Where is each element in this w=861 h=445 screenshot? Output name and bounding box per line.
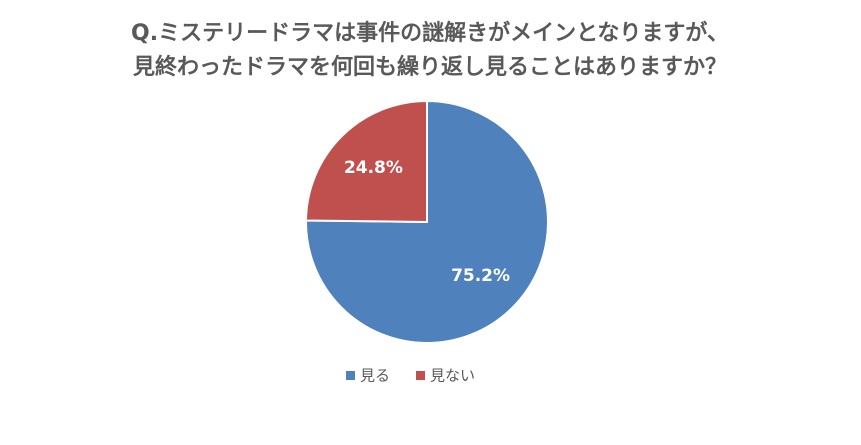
chart-title: 見終わったドラマを何回も繰り返し見ることはありますか？ xyxy=(133,54,727,80)
legend-swatch xyxy=(346,371,355,380)
pie-slice xyxy=(304,99,428,224)
value-label: 24.8% xyxy=(344,158,403,178)
legend-label: 見る xyxy=(360,367,390,385)
legend-swatch xyxy=(416,371,426,380)
chart-title: Q.ミステリードラマは事件の謎解きがメインとなりますが、 xyxy=(131,20,729,46)
legend-label: 見ない xyxy=(430,367,475,385)
value-label: 75.2% xyxy=(451,266,510,286)
